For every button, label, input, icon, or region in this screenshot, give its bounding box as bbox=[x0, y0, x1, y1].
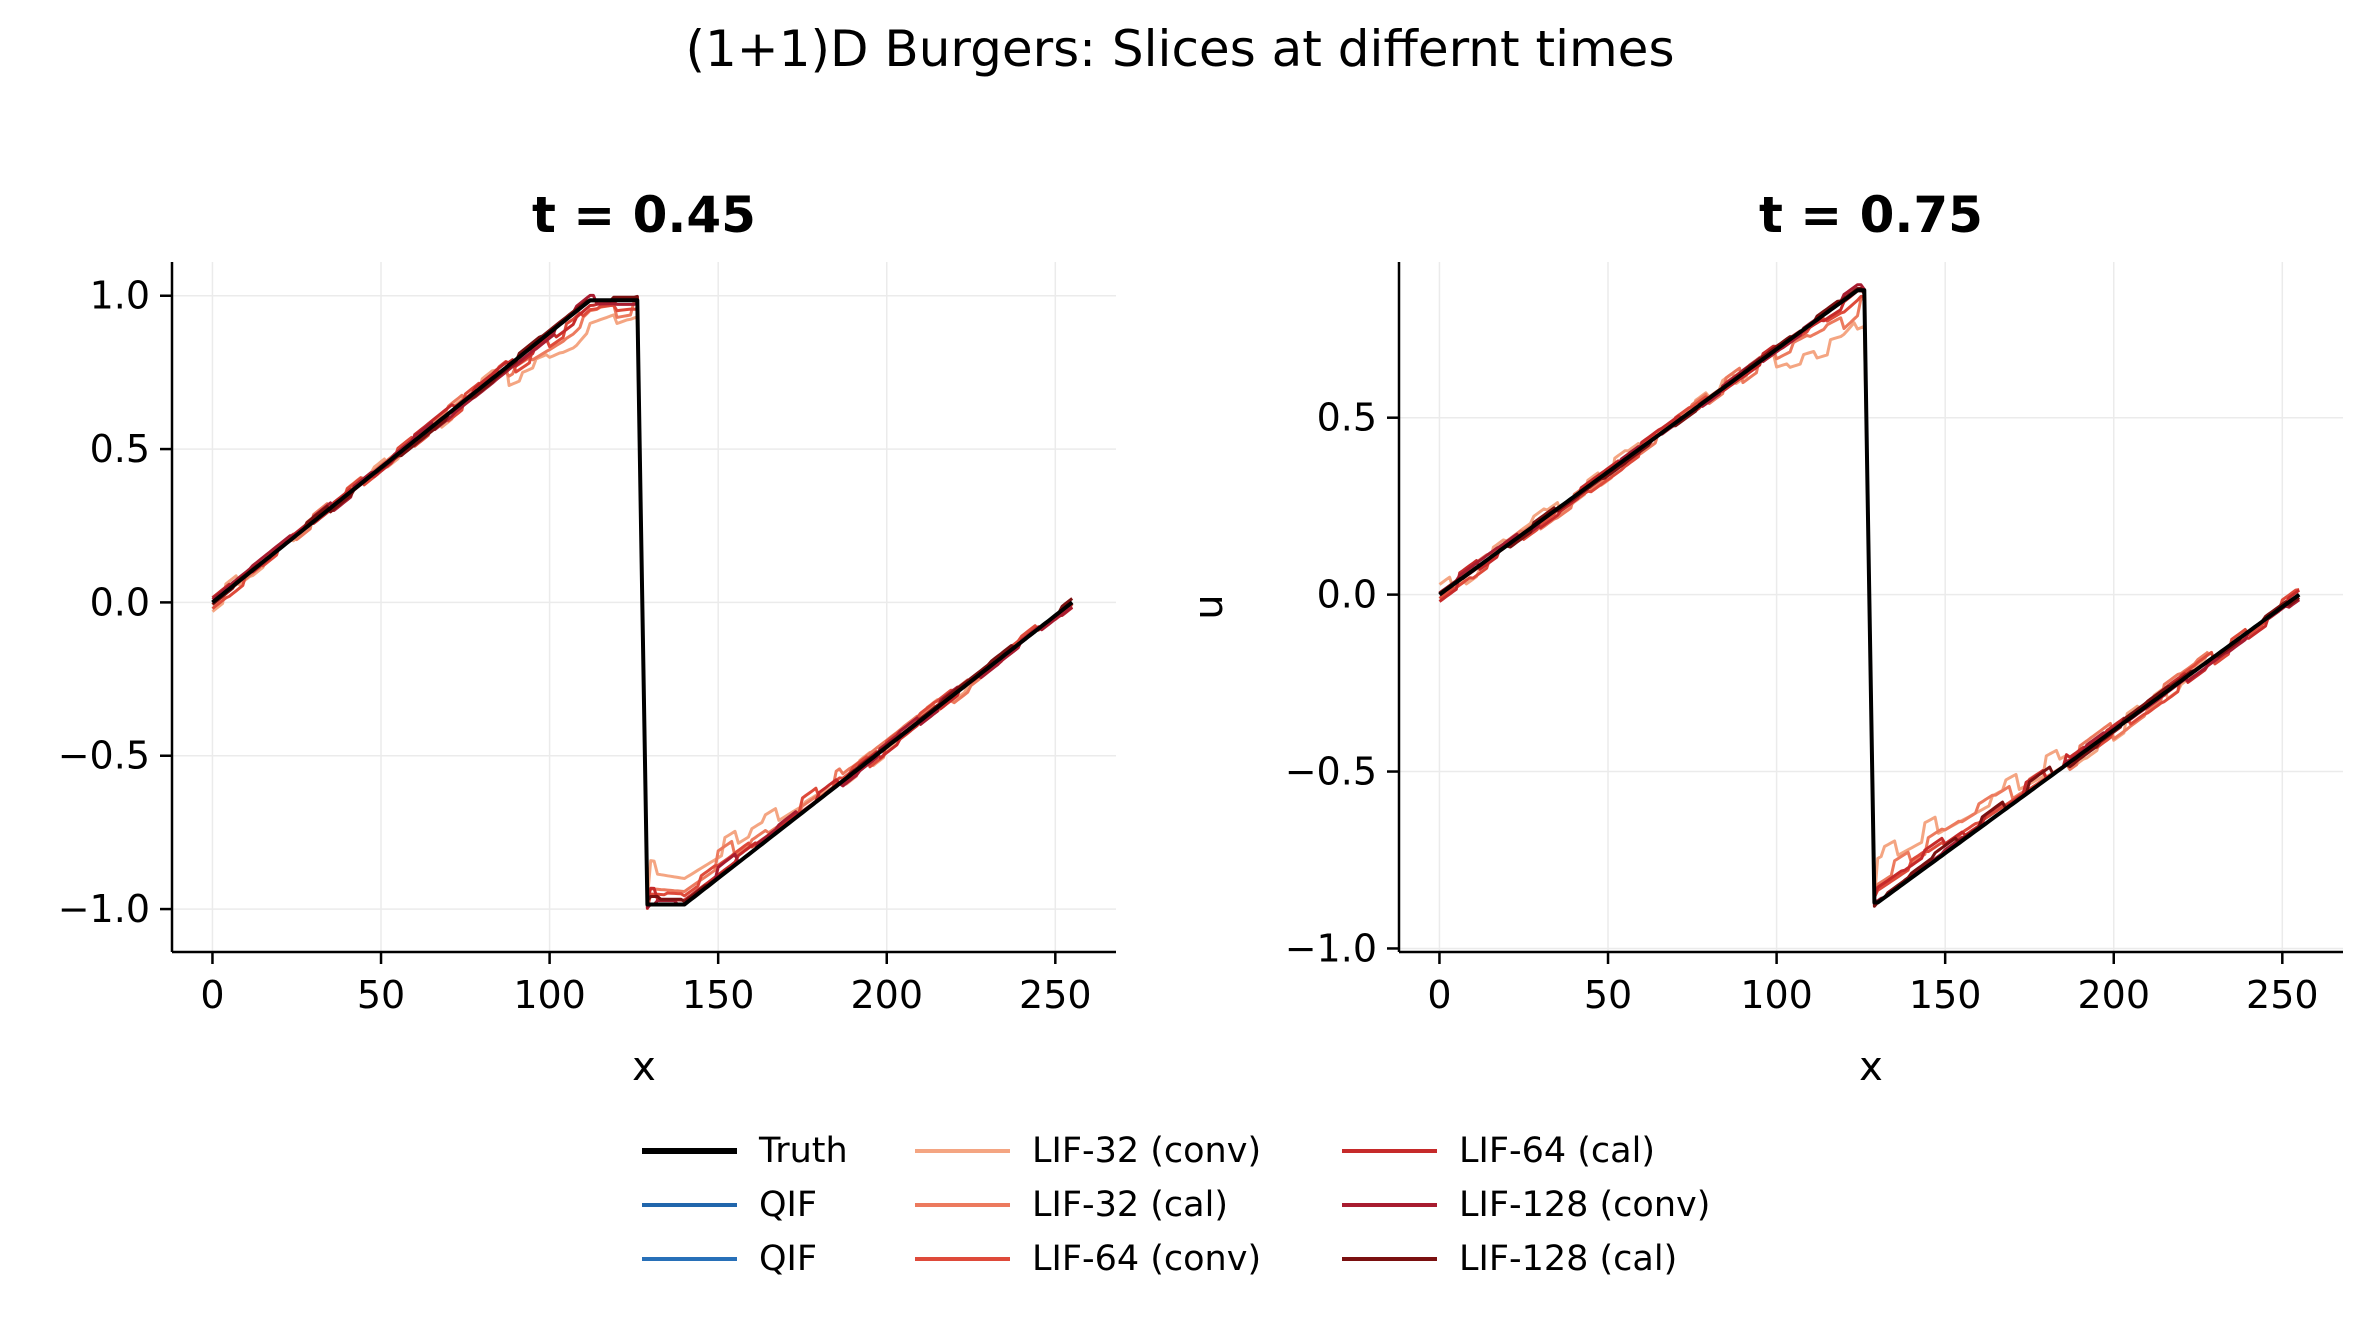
y-tick-label: 0.5 bbox=[1317, 396, 1377, 440]
x-tick-label: 0 bbox=[200, 973, 224, 1017]
legend-swatch bbox=[642, 1148, 737, 1154]
legend-label: LIF-32 (conv) bbox=[1032, 1131, 1262, 1171]
legend-label: LIF-64 (cal) bbox=[1459, 1131, 1655, 1171]
x-tick-label: 150 bbox=[682, 973, 755, 1017]
legend-swatch bbox=[642, 1257, 737, 1261]
legend-label: LIF-64 (conv) bbox=[1032, 1239, 1262, 1279]
legend-label: LIF-128 (cal) bbox=[1459, 1239, 1678, 1279]
legend-item-lif64-cal: LIF-64 (cal) bbox=[1342, 1125, 1655, 1177]
y-tick-label: 0.0 bbox=[90, 580, 150, 624]
x-tick-label: 250 bbox=[1019, 973, 1092, 1017]
legend: Truth QIF QIF LIF-32 (conv) LIF-32 (cal)… bbox=[620, 1125, 1800, 1310]
x-tick-label: 150 bbox=[1909, 973, 1982, 1017]
subplot-title: t = 0.45 bbox=[532, 186, 756, 244]
y-tick-label: 1.0 bbox=[90, 274, 150, 318]
x-tick-label: 50 bbox=[1584, 973, 1632, 1017]
legend-swatch bbox=[1342, 1149, 1437, 1153]
legend-label: QIF bbox=[759, 1185, 818, 1225]
legend-item-lif128-conv: LIF-128 (conv) bbox=[1342, 1179, 1710, 1231]
legend-item-lif64-conv: LIF-64 (conv) bbox=[915, 1233, 1261, 1285]
series-line-lif-32-conv- bbox=[211, 313, 982, 900]
legend-swatch bbox=[1342, 1257, 1437, 1261]
legend-swatch bbox=[915, 1257, 1010, 1261]
x-axis-label: x bbox=[1859, 1044, 1883, 1090]
y-tick-label: −0.5 bbox=[58, 734, 150, 778]
y-tick-label: −0.5 bbox=[1285, 750, 1377, 794]
x-axis-label: x bbox=[632, 1044, 656, 1090]
legend-item-lif32-conv: LIF-32 (conv) bbox=[915, 1125, 1261, 1177]
figure-suptitle: (1+1)D Burgers: Slices at differnt times bbox=[685, 20, 1675, 78]
legend-swatch bbox=[642, 1203, 737, 1207]
x-tick-label: 100 bbox=[513, 973, 586, 1017]
x-tick-label: 200 bbox=[850, 973, 923, 1017]
series-line-truth bbox=[1438, 288, 2301, 905]
legend-label: LIF-32 (cal) bbox=[1032, 1185, 1228, 1225]
y-tick-label: −1.0 bbox=[1285, 926, 1377, 970]
x-tick-label: 50 bbox=[357, 973, 405, 1017]
x-tick-label: 100 bbox=[1740, 973, 1813, 1017]
legend-label: LIF-128 (conv) bbox=[1459, 1185, 1711, 1225]
y-axis-label: u bbox=[1186, 594, 1232, 619]
legend-label: Truth bbox=[759, 1131, 848, 1171]
x-tick-label: 200 bbox=[2077, 973, 2150, 1017]
series-line-lif-32-cal- bbox=[211, 300, 983, 901]
series-line-lif-32-cal- bbox=[1438, 296, 2209, 896]
legend-item-qif: QIF bbox=[642, 1179, 817, 1231]
legend-item-truth: Truth bbox=[642, 1125, 848, 1177]
subplot-1: 0 50 100 150 200 250 1.0 0.5 0.0 −0.5 −1.0 t = 0.45… bbox=[58, 186, 1116, 1090]
y-tick-label: 0.5 bbox=[90, 427, 150, 471]
legend-item-qif-2: QIF bbox=[642, 1233, 817, 1285]
x-tick-label: 0 bbox=[1427, 973, 1451, 1017]
y-tick-label: 0.0 bbox=[1317, 573, 1377, 617]
x-tick-label: 250 bbox=[2246, 973, 2319, 1017]
subplot-2: 0 50 100 150 200 250 0.5 0.0 −0.5 −1.0 t = 0.75 x u bbox=[1186, 186, 2343, 1090]
legend-item-lif32-cal: LIF-32 (cal) bbox=[915, 1179, 1228, 1231]
series-line-truth bbox=[211, 298, 1074, 907]
legend-label: QIF bbox=[759, 1239, 818, 1279]
legend-item-lif128-cal: LIF-128 (cal) bbox=[1342, 1233, 1677, 1285]
legend-swatch bbox=[915, 1149, 1010, 1153]
y-tick-label: −1.0 bbox=[58, 887, 150, 931]
legend-swatch bbox=[1342, 1203, 1437, 1207]
series-line-lif-32-conv- bbox=[1438, 321, 2210, 901]
subplot-title: t = 0.75 bbox=[1759, 186, 1983, 244]
legend-swatch bbox=[915, 1203, 1010, 1207]
